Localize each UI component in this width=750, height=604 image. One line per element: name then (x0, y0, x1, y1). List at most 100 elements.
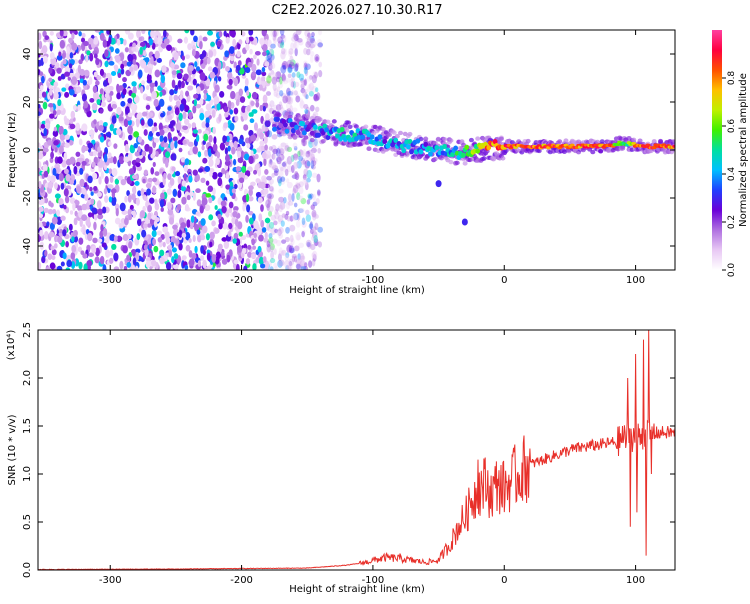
noise-cell (249, 118, 255, 124)
noise-cell (156, 230, 163, 236)
noise-cell (171, 166, 176, 172)
noise-cell (185, 244, 191, 252)
y-tick-label: 2.5 (22, 322, 33, 338)
noise-cell (269, 245, 274, 253)
noise-cell (177, 38, 183, 44)
noise-cell (159, 199, 165, 208)
noise-cell (202, 157, 208, 164)
signal-halo (276, 112, 282, 118)
noise-cell (126, 254, 131, 261)
noise-cell (293, 41, 299, 50)
noise-cell (316, 189, 321, 196)
noise-cell (138, 36, 143, 42)
noise-cell (265, 118, 271, 127)
noise-cell (265, 91, 272, 96)
noise-cell (100, 171, 104, 179)
noise-cell (92, 237, 98, 244)
noise-cell (275, 104, 282, 111)
noise-cell (291, 255, 296, 263)
noise-cell (153, 122, 157, 127)
noise-cell (109, 175, 114, 184)
noise-cell (318, 61, 323, 68)
noise-cell (254, 51, 261, 56)
noise-cell (171, 256, 175, 264)
y-tick-label: 40 (22, 48, 33, 61)
noise-cell (284, 260, 290, 269)
noise-cell (197, 259, 202, 267)
noise-cell (237, 43, 241, 50)
noise-cell (124, 47, 129, 53)
noise-cell (237, 60, 242, 67)
noise-cell (298, 73, 305, 81)
noise-cell (290, 90, 295, 97)
noise-cell (117, 175, 124, 181)
noise-cell (195, 211, 200, 216)
noise-cell (90, 191, 94, 196)
noise-cell (192, 105, 197, 114)
noise-cell (46, 221, 50, 227)
noise-cell (315, 87, 319, 93)
noise-cell (251, 238, 256, 246)
noise-cell (305, 106, 311, 115)
noise-cell (313, 71, 319, 79)
noise-cell (58, 51, 62, 57)
noise-cell (108, 36, 112, 45)
noise-cell (48, 103, 54, 108)
noise-cell (286, 156, 293, 165)
noise-cell (295, 93, 300, 100)
noise-cell (207, 30, 214, 36)
noise-cell (277, 40, 283, 49)
noise-cell (237, 150, 242, 159)
noise-cell (296, 160, 302, 169)
noise-cell (303, 168, 309, 176)
signal-cell (672, 144, 675, 148)
noise-cell (280, 220, 285, 227)
noise-cell (57, 236, 63, 244)
noise-cell (235, 64, 241, 71)
noise-cell (95, 247, 100, 257)
noise-cell (130, 144, 134, 151)
noise-cell (259, 140, 265, 146)
noise-cell (49, 262, 56, 270)
noise-cell (95, 57, 100, 66)
noise-cell (133, 131, 140, 138)
noise-cell (292, 184, 299, 194)
noise-cell (109, 257, 114, 264)
noise-cell (78, 210, 83, 218)
noise-cell (102, 227, 108, 237)
noise-cell (148, 67, 153, 75)
noise-cell (131, 81, 137, 87)
noise-cell (69, 123, 76, 130)
noise-cell (291, 72, 296, 78)
noise-cell (205, 122, 210, 128)
noise-cell (271, 173, 275, 178)
x-tick-label: 100 (626, 275, 645, 286)
noise-cell (194, 245, 198, 254)
signal-halo (292, 134, 298, 140)
noise-cell (251, 63, 257, 72)
noise-cell (293, 40, 297, 49)
noise-cell (300, 266, 307, 270)
noise-cell (88, 252, 95, 258)
noise-cell (180, 156, 186, 163)
noise-cell (292, 81, 296, 89)
noise-cell (70, 252, 76, 260)
noise-cell (104, 195, 109, 203)
noise-cell (217, 61, 222, 70)
noise-cell (234, 115, 239, 122)
noise-cell (65, 173, 71, 182)
noise-cell (269, 178, 274, 185)
noise-cell (101, 101, 106, 108)
noise-cell (314, 222, 319, 231)
noise-cell (279, 30, 285, 36)
noise-cell (62, 59, 67, 65)
noise-cell (228, 78, 233, 86)
signal-cell (312, 124, 318, 130)
noise-cell (126, 190, 130, 197)
colorbar: 0.0 0.2 0.4 0.6 0.8 Normalized spectral ampl… (712, 30, 749, 277)
noise-cell (152, 161, 156, 168)
noise-cell (137, 190, 142, 197)
noise-cell (184, 264, 189, 270)
x-tick-label: -100 (362, 575, 385, 586)
noise-cell (268, 259, 272, 268)
